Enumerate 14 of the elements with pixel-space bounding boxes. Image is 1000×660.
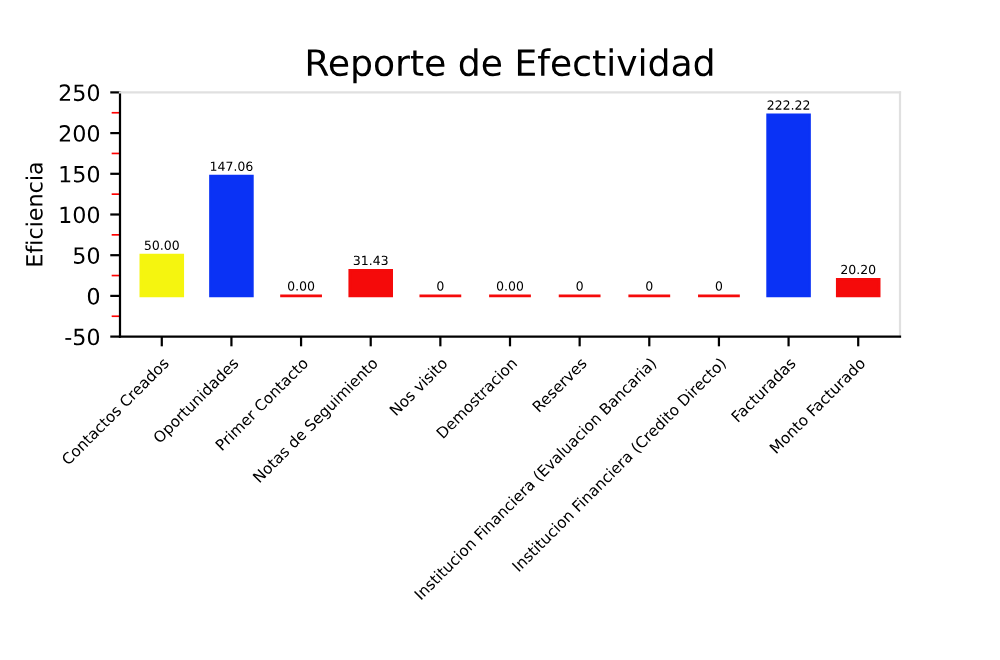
- chart-title: Reporte de Efectividad: [307, 48, 713, 84]
- y-tick-label: -50: [65, 328, 100, 346]
- y-tick-label: 200: [59, 125, 100, 142]
- y-tick-label: 150: [60, 165, 100, 183]
- y-tick-label: 0: [87, 287, 100, 305]
- y-tick-label: 250: [59, 84, 100, 102]
- y-tick-label: 50: [73, 247, 100, 264]
- bar: [766, 113, 811, 298]
- bar: [348, 268, 393, 298]
- bar: [835, 278, 881, 298]
- bar: [139, 253, 185, 298]
- bar: [209, 174, 254, 298]
- y-tick-label: 100: [60, 206, 100, 224]
- y-axis-title: Eficiencia: [25, 163, 43, 266]
